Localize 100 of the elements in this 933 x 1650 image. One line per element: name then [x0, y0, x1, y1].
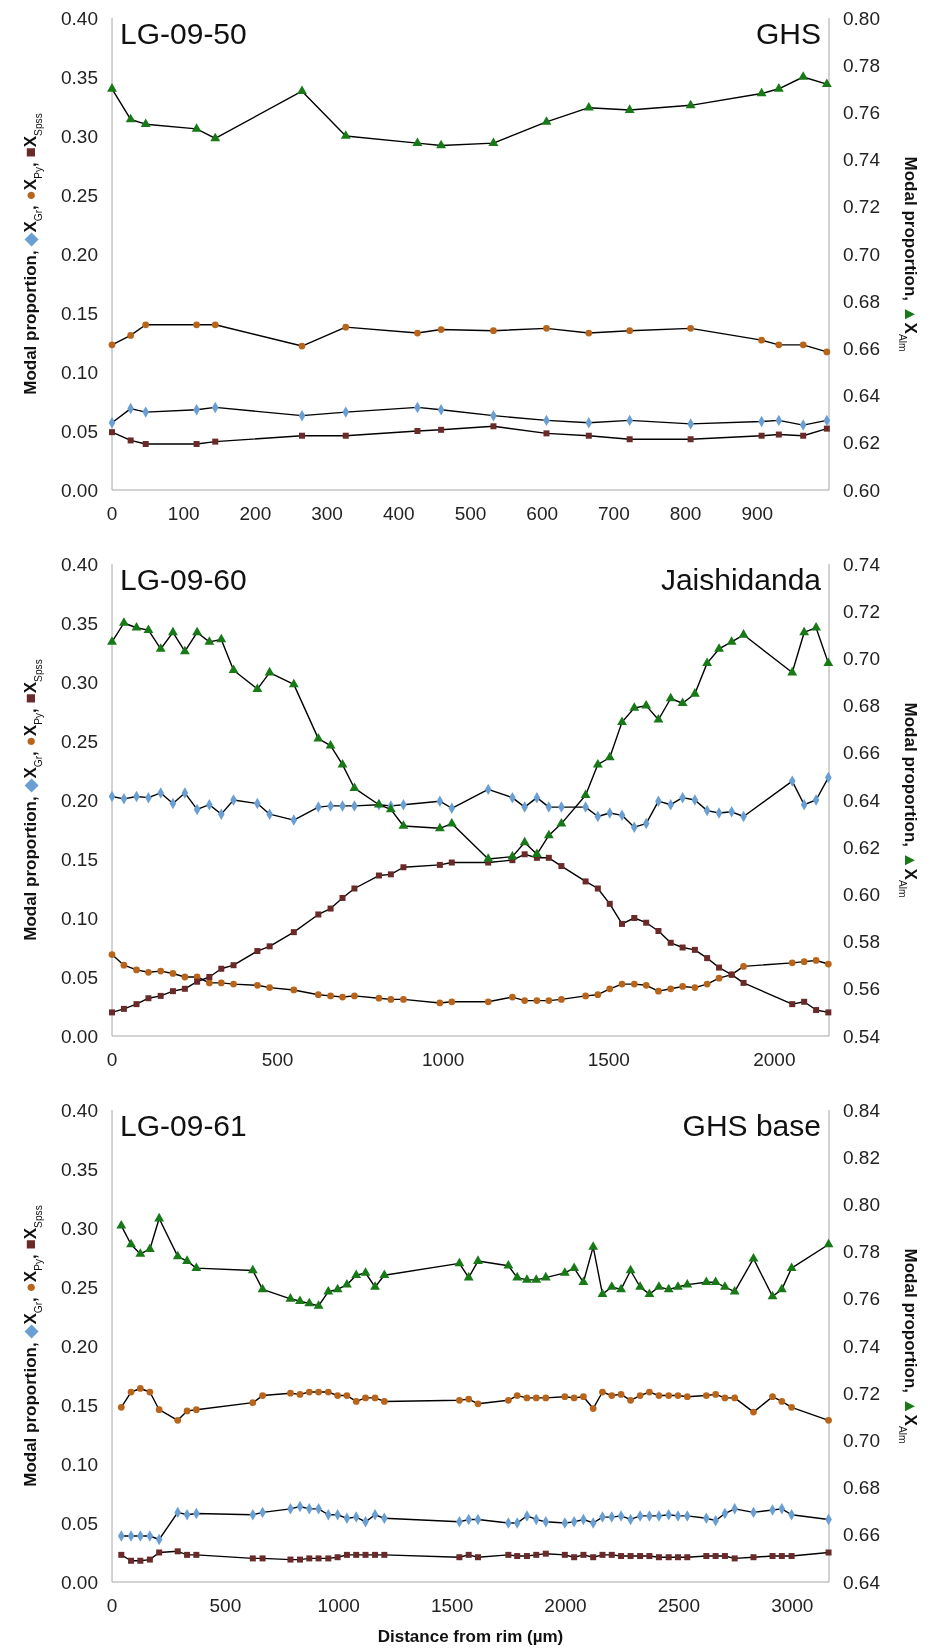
point — [362, 1551, 369, 1558]
point — [594, 991, 602, 999]
point — [206, 974, 213, 980]
point — [521, 997, 529, 1004]
point — [731, 1555, 738, 1562]
y2-tick-label: 0.68 — [843, 290, 880, 312]
point — [343, 1551, 350, 1558]
y2-tick-label: 0.66 — [843, 742, 880, 764]
y-tick-label: 0.40 — [61, 1099, 98, 1121]
point — [108, 341, 116, 349]
point — [811, 622, 822, 631]
point — [714, 643, 724, 652]
point — [247, 1264, 258, 1274]
point — [631, 915, 638, 921]
point — [351, 1269, 362, 1279]
point — [635, 1281, 646, 1290]
point — [513, 1392, 521, 1399]
y-tick-label: 0.05 — [61, 1512, 98, 1534]
y2-tick-label: 0.78 — [843, 54, 880, 76]
point — [490, 423, 497, 430]
point — [580, 1393, 587, 1401]
point — [133, 1001, 140, 1008]
point — [580, 1551, 587, 1558]
x-tick-label: 200 — [239, 503, 272, 524]
point — [738, 629, 749, 638]
point — [127, 1388, 135, 1396]
y-tick-label: 0.30 — [61, 125, 98, 147]
y2-tick-label: 0.68 — [843, 695, 880, 717]
point — [488, 137, 499, 146]
point — [677, 697, 688, 707]
point — [299, 432, 306, 439]
y-tick-label: 0.35 — [61, 612, 98, 634]
point — [259, 1392, 266, 1399]
point — [606, 900, 613, 907]
point — [636, 1392, 644, 1399]
point — [663, 1283, 674, 1293]
point — [474, 1554, 481, 1561]
point — [257, 1283, 268, 1293]
point — [789, 1001, 796, 1008]
point — [349, 782, 360, 792]
point — [483, 853, 494, 862]
point — [249, 1555, 256, 1562]
point — [181, 985, 188, 992]
y2-tick-label: 0.70 — [843, 243, 880, 265]
x-tick-label: 100 — [167, 503, 200, 524]
y-tick-label: 0.15 — [61, 848, 98, 870]
x-tick-label: 0 — [106, 1049, 118, 1070]
point — [353, 1551, 360, 1558]
point — [767, 1290, 778, 1300]
point — [625, 1264, 636, 1274]
point — [136, 1385, 144, 1392]
point — [702, 1392, 710, 1399]
point — [342, 432, 349, 439]
point — [683, 1393, 691, 1401]
point — [306, 1555, 313, 1562]
y2-tick-label: 0.80 — [843, 7, 880, 29]
point — [514, 1553, 521, 1560]
point — [740, 979, 747, 986]
point — [473, 1255, 483, 1264]
point — [142, 440, 149, 447]
point — [116, 1219, 127, 1229]
point — [414, 329, 421, 337]
point — [641, 699, 652, 709]
x-tick-label: 800 — [669, 503, 702, 524]
point — [334, 1392, 342, 1399]
x-tick-label: 1500 — [430, 1595, 474, 1616]
point — [183, 1407, 191, 1415]
point — [230, 980, 237, 988]
point — [193, 321, 200, 329]
point — [543, 829, 554, 839]
point — [643, 919, 650, 926]
point — [665, 1554, 672, 1561]
point — [448, 859, 455, 866]
point — [756, 87, 767, 97]
x-tick-label: 300 — [311, 503, 343, 524]
point — [824, 960, 832, 968]
point — [731, 1394, 739, 1402]
point — [143, 624, 154, 633]
point — [339, 993, 346, 1001]
point — [266, 943, 273, 950]
point — [823, 657, 834, 666]
point — [701, 1276, 712, 1286]
point — [490, 327, 497, 335]
point — [169, 970, 177, 977]
point — [191, 1262, 202, 1271]
point — [352, 1398, 360, 1405]
point — [665, 1392, 673, 1399]
point — [371, 1394, 379, 1402]
point — [509, 993, 516, 1001]
point — [799, 626, 810, 636]
x-tick-label: 1000 — [317, 1595, 360, 1616]
y2-tick-label: 0.76 — [843, 102, 880, 124]
point — [712, 1391, 720, 1398]
y2-tick-label: 0.66 — [843, 338, 880, 360]
y2-tick-label: 0.80 — [843, 1194, 880, 1216]
point — [787, 666, 798, 676]
y-tick-label: 0.25 — [61, 184, 98, 206]
point — [786, 1262, 797, 1271]
y2-tick-label: 0.72 — [843, 1382, 880, 1404]
point — [769, 1393, 776, 1401]
